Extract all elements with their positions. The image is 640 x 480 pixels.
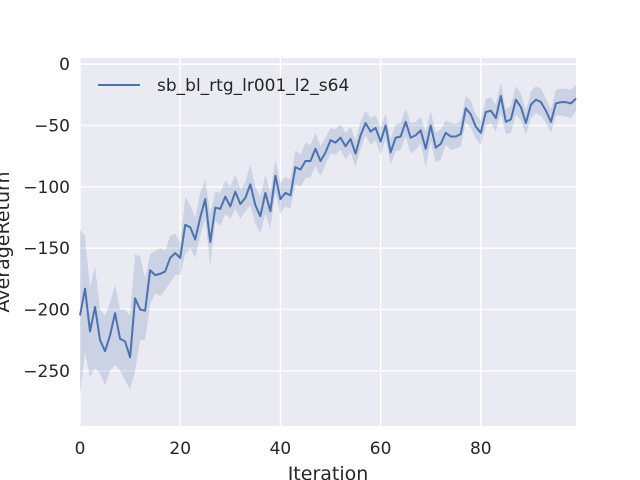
series-lines <box>79 95 577 359</box>
legend-label: sb_bl_rtg_lr001_l2_s64 <box>157 76 349 96</box>
y-tick-label: −200 <box>23 300 70 320</box>
x-tick-label: 80 <box>470 439 492 459</box>
y-tick-label: −100 <box>23 178 70 198</box>
grid-y <box>80 63 576 372</box>
x-tick-label: 0 <box>75 439 86 459</box>
x-axis-label: Iteration <box>288 463 369 480</box>
plot-background <box>80 58 576 426</box>
x-tick-label: 20 <box>169 439 191 459</box>
y-tick-label: −150 <box>23 239 70 259</box>
legend: sb_bl_rtg_lr001_l2_s64 <box>98 76 349 96</box>
x-tick-labels: 0 20 40 60 80 <box>75 439 492 459</box>
grid-x <box>79 58 482 426</box>
series-line <box>79 95 577 359</box>
y-tick-label: −250 <box>23 362 70 382</box>
x-tick-label: 60 <box>370 439 392 459</box>
y-tick-label: −50 <box>34 116 70 136</box>
y-tick-label: 0 <box>59 55 70 75</box>
y-axis-label: AverageReturn <box>0 171 14 312</box>
y-tick-labels: 0 −50 −100 −150 −200 −250 <box>23 55 70 382</box>
x-tick-label: 40 <box>270 439 292 459</box>
